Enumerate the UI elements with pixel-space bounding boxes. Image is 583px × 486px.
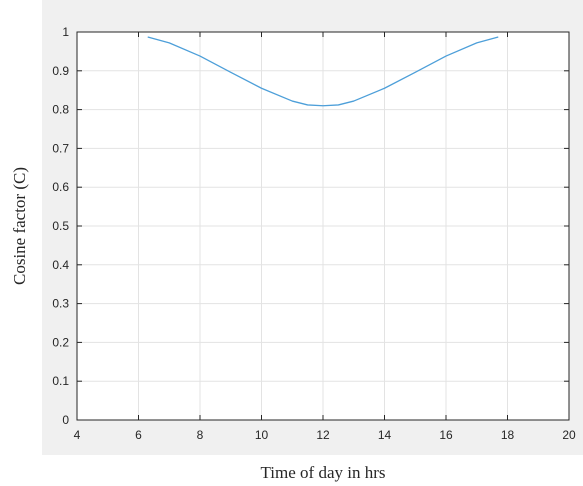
grid-lines bbox=[76, 31, 570, 421]
x-tick-label: 14 bbox=[378, 428, 392, 442]
x-tick-label: 8 bbox=[197, 428, 204, 442]
x-axis-label: Time of day in hrs bbox=[261, 463, 386, 482]
y-tick-labels: 0 0.1 0.2 0.3 0.4 0.5 0.6 0.7 0.8 0.9 1 bbox=[52, 25, 69, 427]
y-tick-label: 0.6 bbox=[52, 180, 69, 194]
series-line bbox=[147, 36, 499, 107]
series-group bbox=[147, 36, 499, 107]
y-tick-label: 0.3 bbox=[52, 297, 69, 311]
x-tick-label: 4 bbox=[74, 428, 81, 442]
x-tick-label: 18 bbox=[501, 428, 515, 442]
y-tick-label: 0.7 bbox=[52, 141, 69, 155]
x-tick-label: 20 bbox=[562, 428, 576, 442]
x-tick-label: 16 bbox=[439, 428, 453, 442]
y-tick-label: 0 bbox=[62, 413, 69, 427]
y-tick-label: 0.5 bbox=[52, 219, 69, 233]
y-tick-label: 0.2 bbox=[52, 335, 69, 349]
y-tick-label: 1 bbox=[62, 25, 69, 39]
tick-marks bbox=[76, 31, 570, 421]
y-tick-label: 0.4 bbox=[52, 258, 69, 272]
y-tick-label: 0.1 bbox=[52, 374, 69, 388]
x-tick-labels: 4 6 8 10 12 14 16 18 20 bbox=[74, 428, 576, 442]
y-tick-label: 0.9 bbox=[52, 64, 69, 78]
x-tick-label: 6 bbox=[135, 428, 142, 442]
y-tick-label: 0.8 bbox=[52, 103, 69, 117]
x-tick-label: 12 bbox=[316, 428, 330, 442]
x-tick-label: 10 bbox=[255, 428, 269, 442]
y-axis-label: Cosine factor (C) bbox=[10, 167, 29, 285]
